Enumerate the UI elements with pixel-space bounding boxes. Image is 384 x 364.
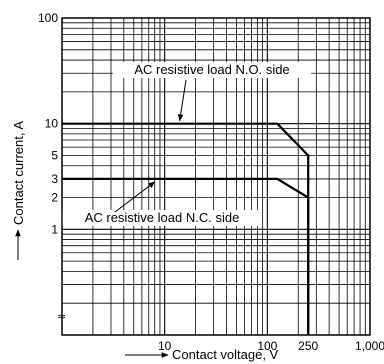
x-tick-label: 1,000 [355, 339, 384, 353]
x-axis-title: Contact voltage, V [125, 347, 279, 362]
annotation-arrow [177, 79, 187, 122]
y-tick-label: 3 [51, 172, 58, 186]
x-tick-label: 10 [158, 339, 172, 353]
x-tick-label: 250 [298, 339, 318, 353]
axis-break-icon: ≈ [57, 310, 66, 323]
y-axis-title: Contact current, A [11, 121, 26, 260]
series-group [62, 122, 310, 335]
y-axis-label: Contact current, A [11, 121, 26, 225]
y-tick-label: 10 [45, 117, 59, 131]
y-tick-label: 2 [51, 191, 58, 205]
y-tick-label: 1 [51, 222, 58, 236]
x-tick-label: 100 [257, 339, 277, 353]
annotation-bg [112, 62, 312, 78]
tick-labels: 10 100 250 1,000 1 2 3 5 10 100 [38, 11, 384, 353]
y-tick-label: 5 [51, 148, 58, 162]
annotation-arrow [114, 181, 156, 213]
x-axis-label: Contact voltage, V [172, 347, 279, 362]
annotation-bg [62, 210, 262, 226]
plot-frame [61, 17, 371, 336]
y-tick-label: 100 [38, 11, 58, 25]
annotations: AC resistive load N.O. side AC resistive … [62, 62, 312, 226]
series-line-nc-side [62, 177, 310, 335]
annotation-label: AC resistive load N.O. side [134, 62, 289, 77]
annotation-label: AC resistive load N.C. side [85, 210, 240, 225]
